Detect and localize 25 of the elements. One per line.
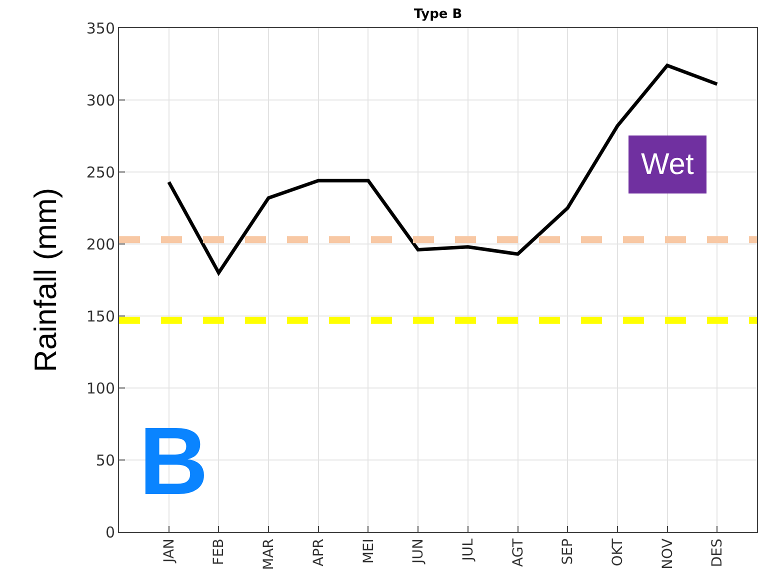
x-tick-label: OKT [610, 538, 626, 566]
annotation: Wet [641, 148, 694, 181]
y-tick-label: 300 [86, 91, 115, 110]
chart-title: Type B [414, 6, 462, 22]
x-tick-label: DES [710, 538, 726, 568]
x-tick-label: FEB [211, 538, 228, 566]
y-tick-label: 150 [86, 307, 115, 326]
x-tick-label: JUN [410, 538, 427, 564]
y-tick-label: 0 [105, 523, 115, 542]
x-tick-label: MEI [360, 538, 377, 564]
x-tick-label: JUL [460, 538, 476, 562]
y-tick-label: 350 [86, 19, 115, 38]
x-tick-label: MAR [261, 538, 278, 570]
y-tick-label: 100 [86, 379, 115, 398]
y-tick-label: 250 [86, 163, 115, 182]
x-tick-label: AGT [510, 538, 526, 567]
x-tick-label: JAN [161, 538, 178, 564]
x-tick-label: NOV [660, 538, 676, 570]
y-axis-title: Rainfall (mm) [28, 188, 64, 372]
x-tick-label: APR [310, 538, 327, 566]
y-tick-label: 200 [86, 235, 115, 254]
x-tick-label: SEP [560, 538, 576, 565]
line-series [167, 64, 719, 275]
annotation: B [139, 408, 208, 515]
y-tick-label: 50 [96, 451, 115, 470]
